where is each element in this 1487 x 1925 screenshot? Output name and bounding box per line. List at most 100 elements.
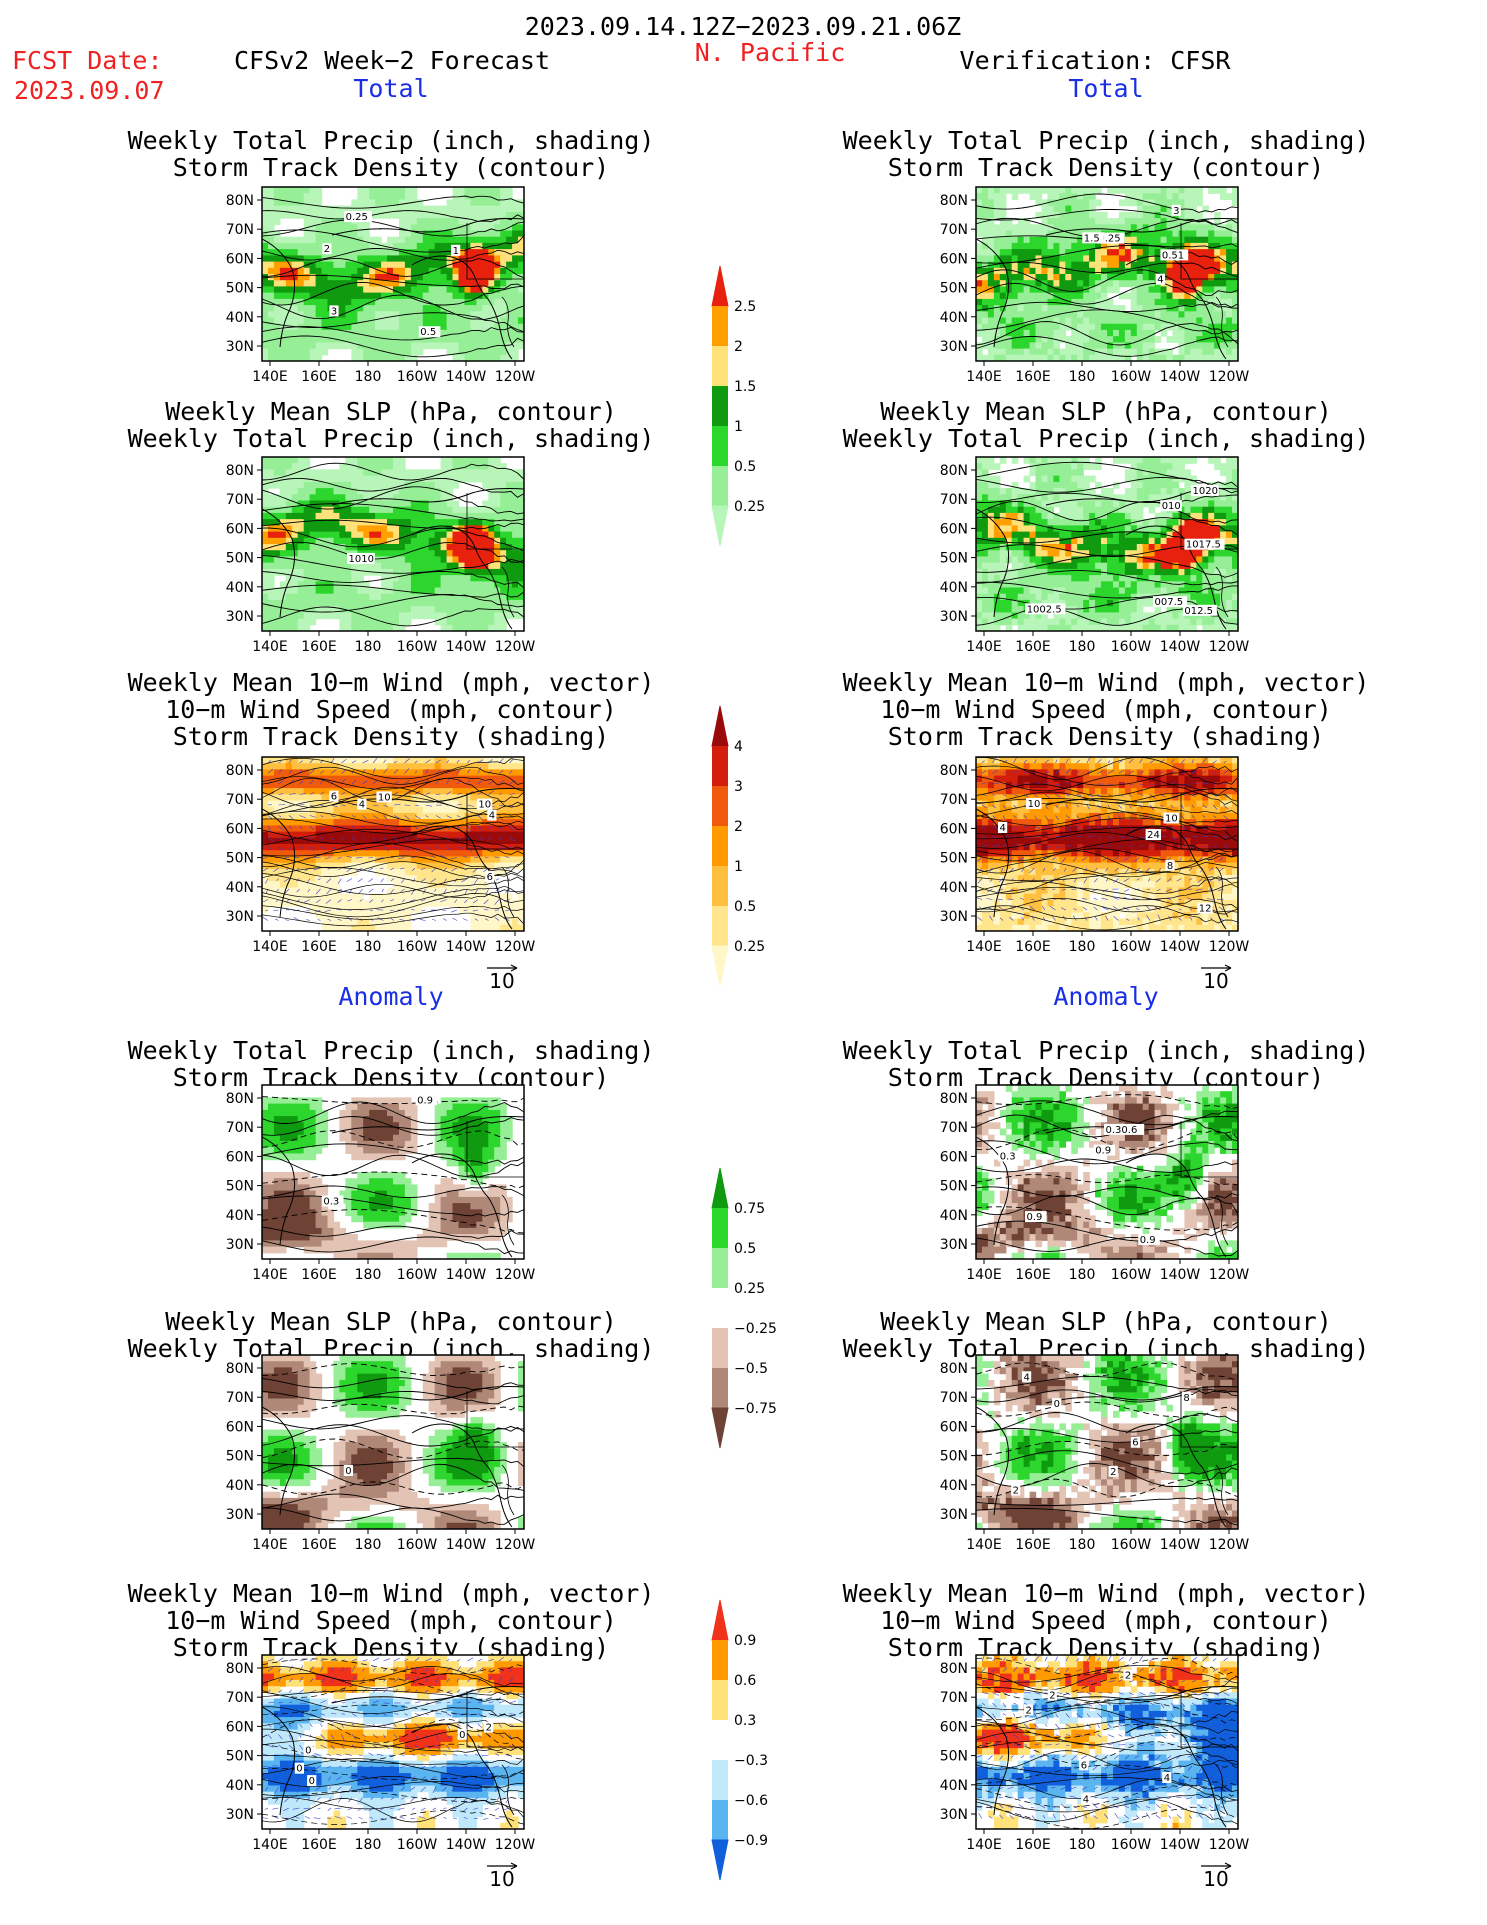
contour-label: 0.30.6 — [1106, 1125, 1138, 1136]
lat-tick-label: 30N — [940, 1237, 968, 1253]
contour-label: 0 — [309, 1776, 315, 1787]
lat-tick-label: 30N — [226, 1807, 254, 1823]
map-panel: 4 2 2 6 2 4 80N 70N 60N 50N 40N 30N 140E 160E 180 160W 1… — [940, 1654, 1250, 1891]
lat-tick-label: 50N — [226, 1179, 254, 1195]
lat-tick-label: 70N — [226, 492, 254, 508]
lon-tick-label: 160W — [1111, 939, 1152, 955]
lat-tick-label: 70N — [226, 1120, 254, 1136]
lon-tick-label: 180 — [355, 939, 382, 955]
colorbar-label: 0.5 — [734, 459, 756, 475]
lat-tick-label: 60N — [226, 821, 254, 837]
panel-title-line: Storm Track Density (shading) — [887, 722, 1325, 751]
colorbar-label: −0.3 — [734, 1753, 768, 1769]
lon-tick-label: 120W — [495, 369, 536, 385]
lat-tick-label: 80N — [940, 1661, 968, 1677]
lat-tick-label: 50N — [940, 851, 968, 867]
lat-tick-label: 80N — [940, 193, 968, 209]
lat-tick-label: 80N — [226, 1661, 254, 1677]
colorbar-segment — [711, 1599, 729, 1641]
map-panel: 8 24 10 4 12 10 80N 70N 60N 50N 40N 30N 140E 160E 180 1… — [940, 756, 1250, 993]
panel-title-line: Weekly Total Precip (inch, shading) — [127, 126, 655, 155]
colorbar-segment — [712, 426, 728, 466]
panel-title-line: 10−m Wind Speed (mph, contour) — [880, 1606, 1332, 1635]
lon-tick-label: 120W — [1209, 1837, 1250, 1853]
colorbar-label: 1 — [734, 859, 743, 875]
map-panel: 0.9 0.3 80N 70N 60N 50N 40N 30N 140E 160E 180 160W 1… — [226, 1084, 535, 1283]
lat-tick-label: 40N — [940, 1208, 968, 1224]
panel-title-line: Storm Track Density (contour) — [887, 153, 1325, 182]
lat-tick-label: 50N — [940, 1749, 968, 1765]
lon-tick-label: 160W — [397, 369, 438, 385]
lat-tick-label: 80N — [226, 763, 254, 779]
panel-title-line: Weekly Mean 10−m Wind (mph, vector) — [127, 668, 655, 697]
colorbar-segment — [712, 1760, 728, 1800]
lat-tick-label: 60N — [226, 521, 254, 537]
contour-label: 0 — [1054, 1399, 1060, 1410]
lon-tick-label: 160E — [1015, 1267, 1051, 1283]
panel-title-line: Weekly Mean 10−m Wind (mph, vector) — [842, 1579, 1370, 1608]
lat-tick-label: 40N — [226, 880, 254, 896]
panel-title-line: Weekly Mean 10−m Wind (mph, vector) — [127, 1579, 655, 1608]
lon-tick-label: 140E — [252, 369, 288, 385]
contour-label: 2 — [1049, 1691, 1055, 1702]
contour-label: 0.3 — [1000, 1152, 1016, 1163]
lon-tick-label: 140W — [1160, 1537, 1201, 1553]
lon-tick-label: 180 — [355, 369, 382, 385]
lat-tick-label: 30N — [940, 1507, 968, 1523]
lon-tick-label: 140W — [446, 1537, 487, 1553]
lon-tick-label: 160W — [397, 1837, 438, 1853]
contour-label: 4 — [1000, 823, 1006, 834]
contour-label: 2 — [1013, 1486, 1019, 1497]
contour-label: 2 — [1110, 1467, 1116, 1478]
lat-tick-label: 70N — [940, 1390, 968, 1406]
lon-tick-label: 160W — [1111, 639, 1152, 655]
lat-tick-label: 50N — [226, 551, 254, 567]
contour-label: 8 — [1183, 1393, 1189, 1404]
lon-tick-label: 160E — [1015, 639, 1051, 655]
colorbar-segment — [712, 746, 728, 786]
lat-tick-label: 60N — [226, 1419, 254, 1435]
lon-tick-label: 140E — [966, 369, 1002, 385]
lat-tick-label: 30N — [940, 609, 968, 625]
colorbar-label: −0.6 — [734, 1793, 768, 1809]
panel-title-line: 10−m Wind Speed (mph, contour) — [880, 695, 1332, 724]
lat-tick-label: 70N — [226, 222, 254, 238]
lon-tick-label: 140W — [1160, 1837, 1201, 1853]
lat-tick-label: 80N — [940, 463, 968, 479]
colorbar-segment — [711, 1167, 729, 1209]
colorbar-segment — [712, 826, 728, 866]
lat-tick-label: 30N — [226, 909, 254, 925]
lon-tick-label: 120W — [1209, 939, 1250, 955]
region-title: N. Pacific — [694, 38, 846, 67]
lon-tick-label: 160W — [397, 939, 438, 955]
lat-tick-label: 40N — [226, 310, 254, 326]
panel-title: Weekly Mean 10−m Wind (mph, vector) 10−m … — [128, 669, 655, 750]
colorbar-segment — [712, 1248, 728, 1288]
contour-label: 4 — [1157, 275, 1163, 286]
lon-tick-label: 120W — [1209, 369, 1250, 385]
lat-tick-label: 50N — [940, 281, 968, 297]
lon-tick-label: 140E — [966, 639, 1002, 655]
colorbar-segment — [712, 1288, 728, 1328]
lat-tick-label: 70N — [226, 792, 254, 808]
precip-anomaly-colorbar: 0.75 0.5 0.25 −0.25 −0.5 −0.75 — [711, 1167, 777, 1449]
contour-label: 1010 — [349, 554, 374, 565]
lon-tick-label: 140W — [1160, 639, 1201, 655]
lat-tick-label: 40N — [226, 1208, 254, 1224]
map-panel: 0.25 0.51 1.5 4 3 80N 70N 60N 50N 40N 30N 140E 160E 1… — [940, 186, 1250, 385]
lat-tick-label: 50N — [226, 1449, 254, 1465]
panel-title-line: Weekly Total Precip (inch, shading) — [127, 424, 655, 453]
contour-label: 1.5 — [1084, 233, 1100, 244]
contour-label: 3 — [1173, 206, 1179, 217]
colorbar-segment — [712, 306, 728, 346]
contour-label: 4 — [489, 811, 495, 822]
vector-reference-label: 10 — [1203, 969, 1228, 993]
panel-title-line: 10−m Wind Speed (mph, contour) — [165, 1606, 617, 1635]
lat-tick-label: 70N — [940, 492, 968, 508]
panel-title: Weekly Mean SLP (hPa, contour) Weekly Tot… — [128, 1308, 655, 1362]
lat-tick-label: 80N — [226, 1091, 254, 1107]
colorbar-label: 0.5 — [734, 1241, 756, 1257]
lat-tick-label: 40N — [226, 580, 254, 596]
lon-tick-label: 180 — [355, 1837, 382, 1853]
